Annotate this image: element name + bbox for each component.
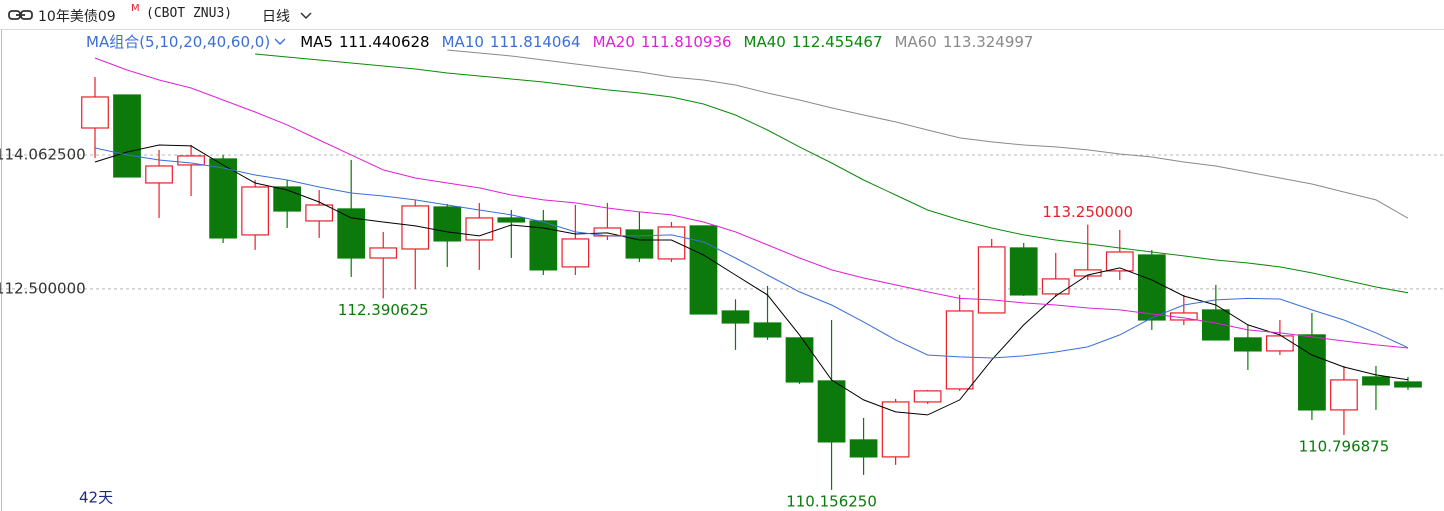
candle-body: [689, 225, 718, 315]
extreme-label: 113.250000: [1042, 203, 1133, 221]
period-count: 42天: [79, 489, 113, 507]
candle-body: [113, 94, 141, 178]
top-bar: 10年美债09 M (CBOT ZNU3) 日线: [0, 0, 1444, 30]
period-selector[interactable]: 日线: [262, 9, 290, 25]
candle-body: [817, 380, 846, 443]
legend-name: MA60: [894, 32, 937, 51]
candle-body: [561, 238, 590, 268]
candle-body: [337, 208, 366, 259]
candle-body: [977, 246, 1006, 314]
candle-body: [1298, 334, 1326, 411]
candle-body: [529, 220, 558, 271]
legend-item[interactable]: MA10 111.814064: [442, 33, 581, 51]
candle-body: [1233, 337, 1262, 352]
candle-body: [145, 165, 173, 184]
extreme-label: 112.390625: [338, 301, 429, 319]
candle-body: [721, 310, 750, 324]
y-tick-label: 112.500000: [0, 279, 86, 297]
extreme-label: 110.156250: [786, 492, 877, 510]
candle-body: [465, 217, 494, 241]
legend-name: MA10: [441, 32, 484, 51]
candle-body: [913, 390, 942, 403]
legend-value: 111.440628: [338, 32, 430, 51]
candle-body: [1073, 269, 1102, 277]
candle-body: [1394, 381, 1422, 388]
candle-body: [945, 310, 974, 390]
y-tick-label: 114.062500: [0, 145, 86, 163]
link-icon: [8, 10, 33, 20]
marker: M: [131, 3, 140, 14]
symbol-code: (CBOT ZNU3): [146, 6, 233, 21]
legend-item[interactable]: MA20 111.810936: [593, 33, 732, 51]
ma-line: [94, 57, 1409, 349]
legend-value: 111.810936: [640, 32, 732, 51]
ma-line: [255, 53, 1409, 294]
candle-body: [241, 186, 270, 236]
legend-name: MA20: [592, 32, 635, 51]
legend-title[interactable]: MA组合(5,10,20,40,60,0): [86, 33, 271, 51]
ma-line: [447, 49, 1409, 219]
legend-value: 113.324997: [942, 32, 1034, 51]
candle-body: [273, 186, 302, 212]
legend-name: MA40: [743, 32, 786, 51]
period-chevron[interactable]: [300, 12, 312, 20]
candle-body: [1041, 278, 1070, 295]
legend-chevron[interactable]: [274, 37, 288, 47]
legend-value: 112.455467: [791, 32, 883, 51]
candle-body: [657, 226, 686, 260]
ma-line: [94, 144, 1409, 416]
legend-item[interactable]: MA5 111.440628: [300, 33, 429, 51]
legend-value: 111.814064: [489, 32, 581, 51]
candle-body: [497, 217, 526, 223]
symbol-name: 10年美债09: [38, 9, 116, 25]
candle-body: [1137, 254, 1166, 321]
candle-body: [177, 155, 205, 166]
candle-body: [369, 247, 398, 259]
candle-body: [209, 158, 237, 239]
ma-line: [94, 147, 1409, 359]
candle-body: [81, 96, 109, 129]
legend-item[interactable]: MA40 112.455467: [744, 33, 883, 51]
candle-body: [1330, 379, 1358, 411]
candle-body: [1009, 247, 1038, 296]
candle-body: [625, 229, 654, 259]
legend-item[interactable]: MA60 113.324997: [895, 33, 1034, 51]
legend: MA组合(5,10,20,40,60,0) MA5 111.440628 MA10 1…: [86, 31, 1033, 52]
candle-body: [1266, 335, 1294, 352]
candle-body: [753, 322, 782, 338]
candle-body: [1362, 376, 1390, 386]
candle-body: [849, 439, 878, 458]
extreme-label: 110.796875: [1299, 437, 1390, 455]
candle-body: [433, 206, 462, 242]
candle-body: [881, 401, 910, 458]
candle-body: [305, 204, 334, 222]
candle-body: [785, 337, 814, 383]
legend-name: MA5: [300, 32, 333, 51]
candle-body: [1105, 251, 1134, 272]
